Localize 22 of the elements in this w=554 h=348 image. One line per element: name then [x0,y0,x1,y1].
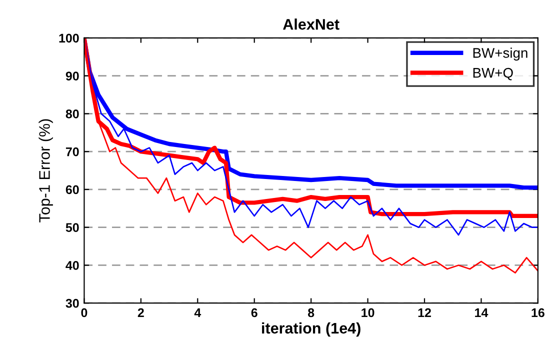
legend-label: BW+sign [473,48,528,61]
x-tick-label: 0 [81,308,88,318]
y-tick-label: 40 [66,261,79,270]
x-tick-label: 12 [418,308,431,318]
x-tick-label: 2 [138,308,144,318]
y-tick-label: 30 [66,298,79,308]
x-tick-label: 8 [308,308,314,318]
y-tick-label: 50 [66,223,79,232]
y-tick-label: 90 [66,72,79,80]
y-axis-title: Top-1 Error (%) [38,119,53,222]
x-axis-title: iteration (1e4) [262,322,360,337]
y-tick-label: 100 [59,34,79,43]
y-tick-label: 70 [66,147,79,156]
x-tick-label: 4 [194,308,202,318]
x-tick-label: 10 [362,308,374,318]
chart-title: AlexNet [283,18,340,30]
y-tick-label: 80 [66,109,79,118]
x-tick-label: 6 [251,308,258,318]
x-tick-label: 14 [475,308,488,318]
legend-label: BW+Q [473,68,513,80]
x-tick-label: 16 [532,308,544,318]
y-tick-label: 60 [66,185,79,194]
